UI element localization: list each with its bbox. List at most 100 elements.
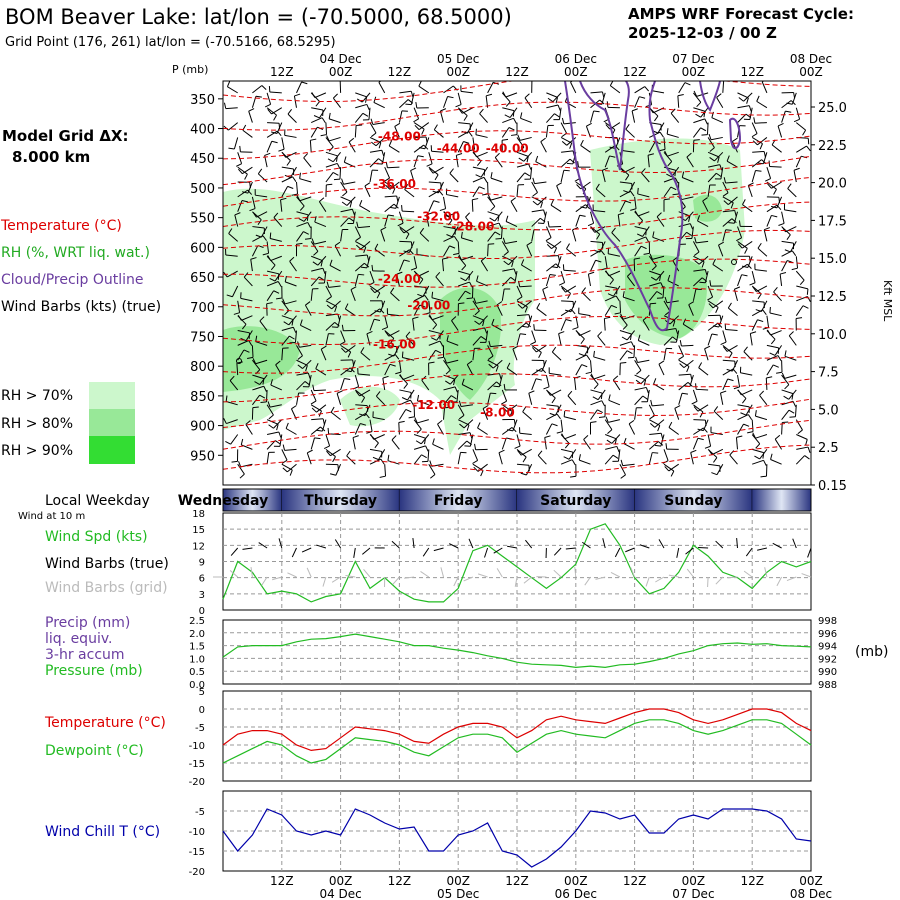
wind-barb-staff xyxy=(354,262,365,272)
wind-barb-flag xyxy=(458,302,465,305)
wind-barb-staff xyxy=(796,446,809,450)
wind-barb-flag xyxy=(395,371,402,375)
wind-barb-staff xyxy=(372,416,385,421)
wind-barb-flag xyxy=(358,273,365,276)
wind-barb-flag xyxy=(435,349,442,354)
wind-barb-flag xyxy=(282,444,286,451)
grid-wind-barb xyxy=(363,569,371,578)
wind-barb-flag xyxy=(289,469,293,476)
grid-wind-barb xyxy=(514,576,518,587)
wind-barb-staff xyxy=(340,367,351,376)
panel-ytick-label: 9 xyxy=(199,558,205,569)
wind-barb-flag xyxy=(327,158,334,163)
wind-barb-flag xyxy=(419,279,424,285)
temperature-contour-line xyxy=(223,287,811,317)
wind-barb-flag xyxy=(403,259,410,262)
wind-barb-staff xyxy=(793,170,797,183)
wind-barb-staff xyxy=(654,419,665,428)
wind-barb-staff xyxy=(733,211,738,224)
wind-barb-staff xyxy=(727,307,738,317)
wind-barb-flag xyxy=(324,445,330,450)
wind-barb-staff xyxy=(552,92,562,102)
wind-barb-staff xyxy=(374,248,385,257)
wind-chill-label: Wind Chill T (°C) xyxy=(45,824,160,840)
wind-barb-staff xyxy=(428,200,435,212)
weekday-segment xyxy=(517,489,635,511)
wind-barb-staff xyxy=(741,389,753,396)
wind-barb-flag xyxy=(426,212,433,216)
panel-ytick-label: 0 xyxy=(199,705,205,716)
bottom-day-label: 04 Dec xyxy=(319,887,361,900)
wind-barb-staff xyxy=(637,193,650,198)
wind-barb-staff xyxy=(741,240,753,249)
grid-wind-barb xyxy=(584,576,591,586)
wind-barb-flag xyxy=(483,177,488,183)
wind-barb-staff xyxy=(549,372,562,376)
wind-barb-flag xyxy=(597,409,603,413)
wind-barb-staff xyxy=(634,86,646,94)
wind-barb-flag xyxy=(679,363,685,368)
wind-barb-staff xyxy=(737,375,741,387)
wind-barb-staff xyxy=(432,315,444,321)
wind-barb-staff xyxy=(328,136,341,142)
wind-barb-staff xyxy=(339,167,342,180)
panel-ytick-label: -5 xyxy=(195,807,205,818)
wind-barb-staff xyxy=(531,229,535,242)
wind-barb-staff xyxy=(707,285,714,298)
wind-barb-staff xyxy=(296,392,300,405)
wind-barb-staff xyxy=(457,440,468,450)
wind-barb-flag xyxy=(374,310,381,313)
wind-barb-flag xyxy=(345,369,352,373)
wind-barb-flag xyxy=(280,197,287,201)
wind-barbs-grid-label: Wind Barbs (grid) xyxy=(45,580,168,596)
wind-barb-staff xyxy=(558,107,562,120)
wind-barb-flag xyxy=(769,306,771,314)
wind-barb-flag xyxy=(799,279,805,286)
wind-barb-flag xyxy=(732,137,738,142)
wind-barb-flag xyxy=(416,428,422,434)
wind-barb-flag xyxy=(664,296,668,303)
pressure-tick-label: 550 xyxy=(190,212,215,227)
wind-barb-staff xyxy=(516,448,527,458)
panel-ytick-label: 2.0 xyxy=(189,629,205,640)
forecast-cycle-time: 2025-12-03 / 00 Z xyxy=(628,24,777,42)
wind-barb-staff xyxy=(315,368,327,376)
wind-barb-flag xyxy=(453,379,456,386)
wind-barb-staff xyxy=(472,300,480,312)
wind-barb-staff xyxy=(269,91,282,94)
wind-barb-staff xyxy=(668,427,679,435)
wind-barb-flag xyxy=(450,395,457,400)
wind-barb-staff xyxy=(360,352,371,361)
legend-rh90-label: RH > 90% xyxy=(1,443,73,459)
wind-barb-flag xyxy=(312,261,319,266)
wind-barb-flag xyxy=(456,153,463,156)
top-hour-label: 12Z xyxy=(505,65,529,79)
wind-barb-flag xyxy=(522,456,527,463)
wind-barb-flag xyxy=(498,449,505,454)
grid-wind-barb xyxy=(727,576,738,579)
wind-barb-staff xyxy=(546,404,559,407)
grid-wind-barb xyxy=(392,576,400,585)
wind-barb-flag xyxy=(806,288,809,295)
wind-barb-staff xyxy=(774,438,783,450)
wind-barb-flag xyxy=(650,399,653,406)
wind-barb-flag xyxy=(759,143,763,150)
wind-barb-staff xyxy=(384,364,391,376)
true-wind-barb xyxy=(715,540,724,549)
wind-barb-staff xyxy=(634,245,642,257)
wind-barb-flag xyxy=(304,238,312,240)
wind-barb-flag xyxy=(415,101,418,109)
temperature-contour-label: -48.00 xyxy=(378,129,421,143)
wind-barb-flag xyxy=(475,128,477,135)
wind-barb-staff xyxy=(266,107,277,116)
dewpoint-line xyxy=(222,719,812,764)
wind-barb-staff xyxy=(574,377,577,390)
wind-barb-flag xyxy=(752,140,758,146)
wind-barb-staff xyxy=(296,196,305,207)
wind-barb-flag xyxy=(431,291,434,298)
wind-barb-staff xyxy=(652,90,665,94)
wind-barb-staff xyxy=(737,274,743,287)
wind-barb-flag xyxy=(341,201,348,206)
wind-barb-staff xyxy=(693,127,702,138)
wind-barb-flag xyxy=(664,150,668,157)
